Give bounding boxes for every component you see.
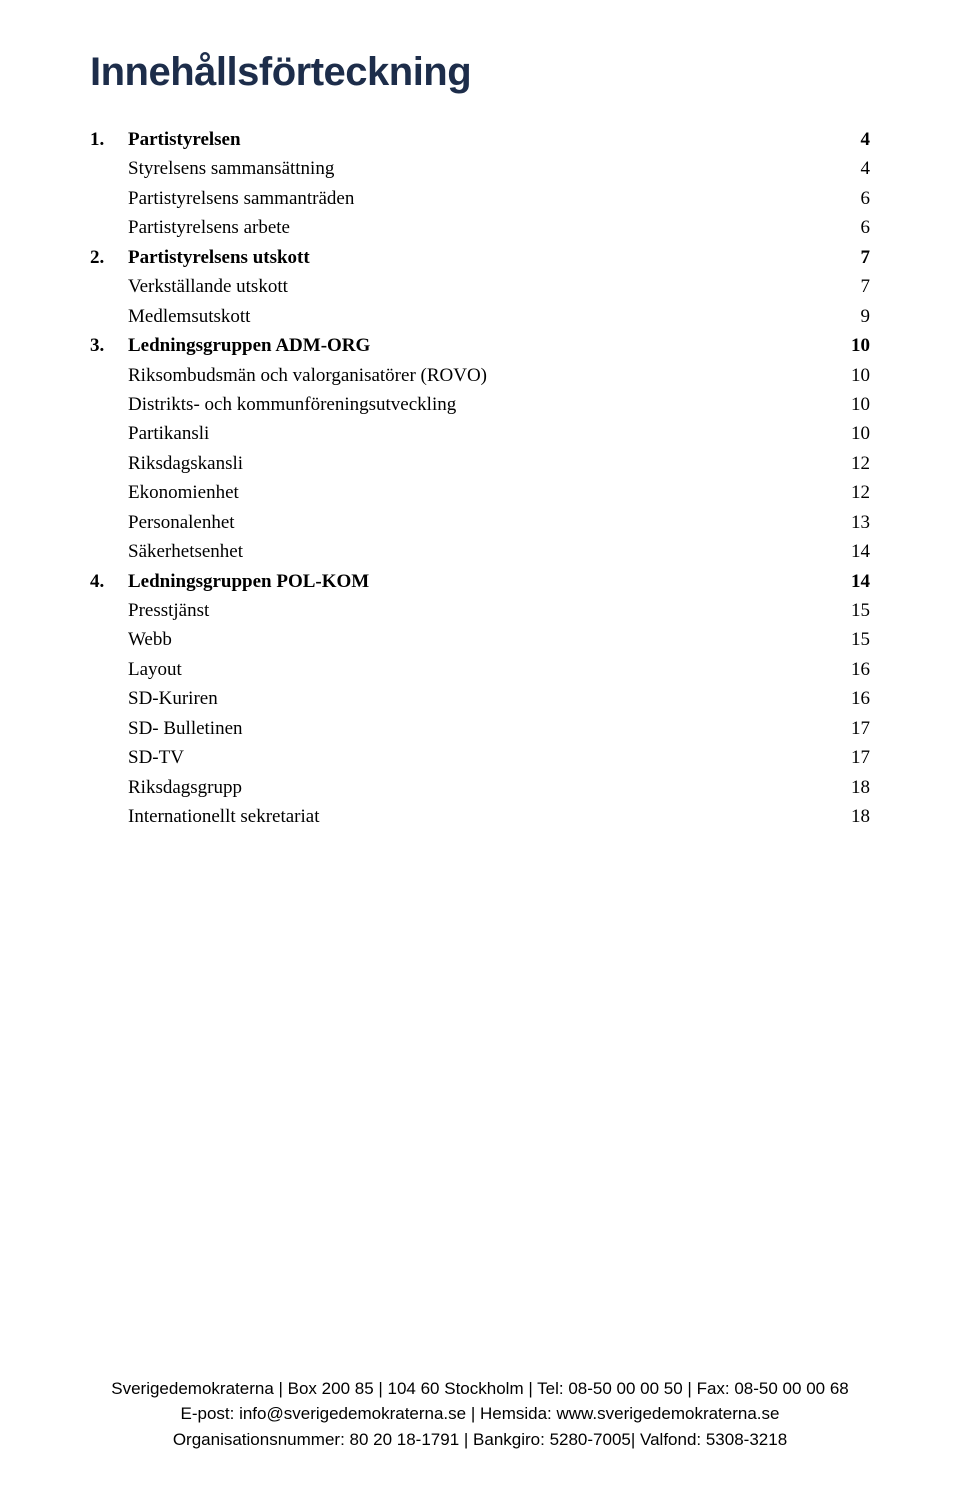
toc-row: Säkerhetsenhet 14	[90, 537, 870, 566]
toc-label: Ledningsgruppen ADM-ORG	[128, 331, 370, 360]
toc-row: Internationellt sekretariat 18	[90, 802, 870, 831]
toc-row: SD-TV 17	[90, 743, 870, 772]
toc-label: Ekonomienhet	[90, 478, 239, 507]
toc-page-number: 7	[861, 272, 871, 301]
table-of-contents: 1.Partistyrelsen4Styrelsens sammansättni…	[90, 125, 870, 832]
toc-page-number: 18	[851, 773, 870, 802]
toc-section-number: 2.	[90, 243, 128, 272]
toc-page-number: 14	[851, 537, 870, 566]
toc-row: Partistyrelsens sammanträden 6	[90, 184, 870, 213]
toc-label: Medlemsutskott	[90, 302, 250, 331]
toc-label: Säkerhetsenhet	[90, 537, 243, 566]
toc-label: Partistyrelsens arbete	[90, 213, 290, 242]
footer-line-1: Sverigedemokraterna | Box 200 85 | 104 6…	[0, 1376, 960, 1402]
toc-row: SD- Bulletinen 17	[90, 714, 870, 743]
toc-label: Internationellt sekretariat	[90, 802, 320, 831]
toc-label: SD-Kuriren	[90, 684, 218, 713]
toc-label: SD-TV	[90, 743, 184, 772]
toc-row: Ekonomienhet 12	[90, 478, 870, 507]
toc-row: Presstjänst 15	[90, 596, 870, 625]
toc-label: Riksombudsmän och valorganisatörer (ROVO…	[90, 361, 487, 390]
toc-label: Layout	[90, 655, 182, 684]
footer-line-3: Organisationsnummer: 80 20 18-1791 | Ban…	[0, 1427, 960, 1453]
toc-page-number: 7	[861, 243, 871, 272]
toc-page-number: 16	[851, 684, 870, 713]
toc-page-number: 16	[851, 655, 870, 684]
toc-page-number: 6	[861, 184, 871, 213]
toc-row: Personalenhet 13	[90, 508, 870, 537]
toc-page-number: 12	[851, 449, 870, 478]
toc-label: Partistyrelsens sammanträden	[90, 184, 354, 213]
toc-section-number: 4.	[90, 567, 128, 596]
toc-row: 1.Partistyrelsen 4	[90, 125, 870, 154]
toc-page-number: 10	[851, 390, 870, 419]
toc-label: Riksdagsgrupp	[90, 773, 242, 802]
toc-page-number: 4	[861, 154, 871, 183]
toc-row: Layout 16	[90, 655, 870, 684]
toc-row: Webb 15	[90, 625, 870, 654]
toc-page-number: 10	[851, 361, 870, 390]
toc-page-number: 10	[851, 419, 870, 448]
toc-page-number: 6	[861, 213, 871, 242]
toc-label: Partistyrelsen	[128, 125, 241, 154]
toc-page-number: 14	[851, 567, 870, 596]
toc-row: SD-Kuriren 16	[90, 684, 870, 713]
toc-row: Riksombudsmän och valorganisatörer (ROVO…	[90, 361, 870, 390]
toc-row: Distrikts- och kommunföreningsutveckling…	[90, 390, 870, 419]
toc-page-number: 15	[851, 596, 870, 625]
toc-row: 4.Ledningsgruppen POL-KOM 14	[90, 567, 870, 596]
toc-section-number: 1.	[90, 125, 128, 154]
toc-label: Ledningsgruppen POL-KOM	[128, 567, 369, 596]
toc-page-number: 13	[851, 508, 870, 537]
toc-label: Webb	[90, 625, 172, 654]
toc-label: Personalenhet	[90, 508, 235, 537]
toc-label: Partikansli	[90, 419, 209, 448]
toc-row: 2.Partistyrelsens utskott 7	[90, 243, 870, 272]
toc-label: SD- Bulletinen	[90, 714, 243, 743]
toc-label: Verkställande utskott	[90, 272, 288, 301]
toc-row: Styrelsens sammansättning 4	[90, 154, 870, 183]
toc-row: Medlemsutskott 9	[90, 302, 870, 331]
toc-row: Partistyrelsens arbete 6	[90, 213, 870, 242]
toc-label: Styrelsens sammansättning	[90, 154, 334, 183]
footer-line-2: E-post: info@sverigedemokraterna.se | He…	[0, 1401, 960, 1427]
toc-row: Riksdagsgrupp 18	[90, 773, 870, 802]
toc-page-number: 10	[851, 331, 870, 360]
toc-page-number: 12	[851, 478, 870, 507]
toc-row: 3.Ledningsgruppen ADM-ORG 10	[90, 331, 870, 360]
toc-label: Distrikts- och kommunföreningsutveckling	[90, 390, 456, 419]
toc-page-number: 4	[861, 125, 871, 154]
page-footer: Sverigedemokraterna | Box 200 85 | 104 6…	[0, 1376, 960, 1453]
toc-row: Riksdagskansli 12	[90, 449, 870, 478]
toc-page-number: 17	[851, 743, 870, 772]
toc-page-number: 9	[861, 302, 871, 331]
toc-row: Partikansli 10	[90, 419, 870, 448]
toc-page-number: 17	[851, 714, 870, 743]
toc-page-number: 18	[851, 802, 870, 831]
toc-label: Riksdagskansli	[90, 449, 243, 478]
toc-row: Verkställande utskott 7	[90, 272, 870, 301]
toc-label: Partistyrelsens utskott	[128, 243, 310, 272]
toc-label: Presstjänst	[90, 596, 209, 625]
page-title: Innehållsförteckning	[90, 50, 870, 95]
toc-page-number: 15	[851, 625, 870, 654]
toc-section-number: 3.	[90, 331, 128, 360]
